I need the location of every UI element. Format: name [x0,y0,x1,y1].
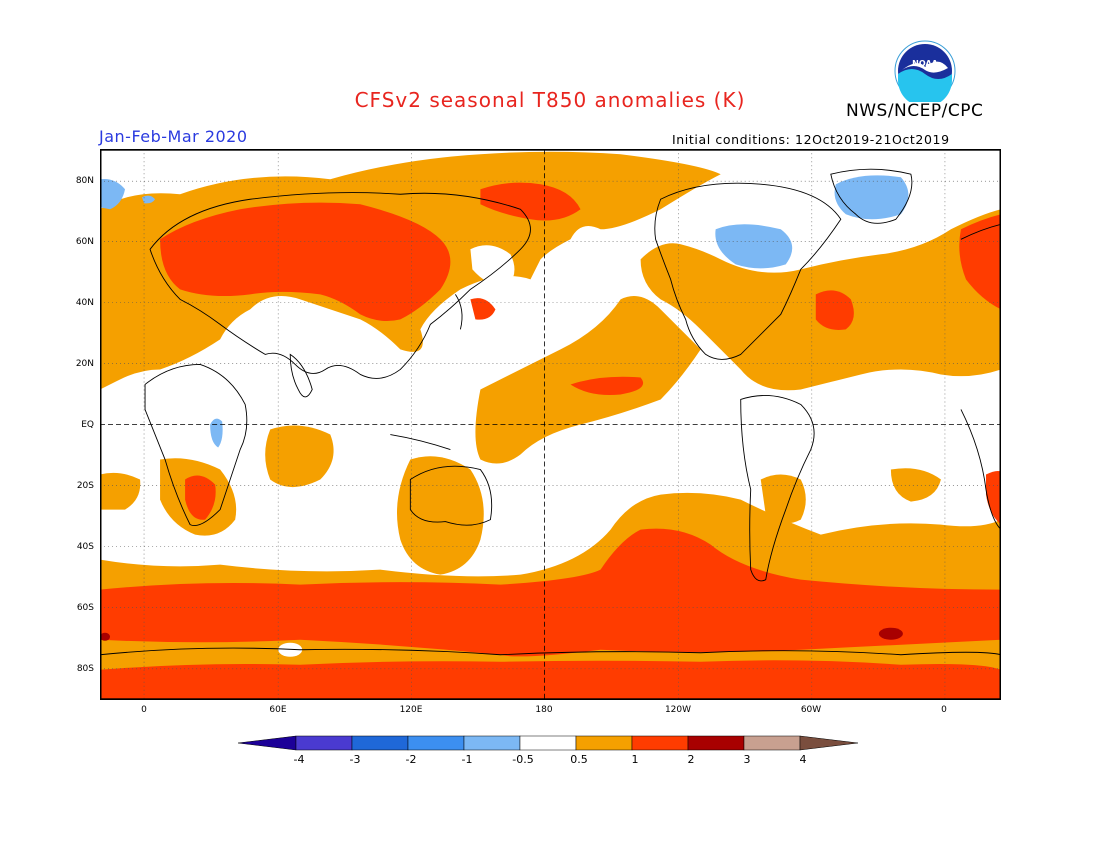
anomaly-map [100,149,1001,700]
lon-label-0-east: 0 [941,705,947,715]
lon-label-120w: 120W [664,705,692,715]
colorbar-cell [463,735,521,751]
colorbar-label: 4 [799,753,807,766]
lon-label-120e: 120E [399,705,423,715]
lat-label-20n: 20N [75,359,94,369]
lon-label-60e: 60E [269,705,287,715]
colorbar-cell [631,735,689,751]
colorbar-cell [295,735,353,751]
coastlines [100,168,1001,656]
lat-label-60n: 60N [75,237,94,247]
logo-text: NOAA [912,59,938,68]
agency-label: NWS/NCEP/CPC [846,101,984,121]
colorbar-cell [407,735,465,751]
colorbar-cell [743,735,801,751]
anomaly-negative-regions [100,175,909,448]
lon-label-0: 0 [141,705,147,715]
colorbar-min-arrow [238,735,297,751]
lat-label-eq: EQ [81,420,94,430]
colorbar-max-arrow [799,735,859,751]
colorbar-label: 0.5 [570,753,588,766]
lat-label-40s: 40S [76,542,94,552]
colorbar-label: -2 [405,753,417,766]
colorbar-label: -3 [349,753,361,766]
colorbar-cell [575,735,633,751]
lat-label-60s: 60S [76,603,94,613]
colorbar-label: 3 [743,753,751,766]
noaa-logo: NOAA [894,40,956,102]
map-title: CFSv2 seasonal T850 anomalies (K) [354,88,746,112]
lat-label-40n: 40N [75,298,94,308]
colorbar-cell [519,735,577,751]
lat-label-20s: 20S [76,481,94,491]
season-label: Jan-Feb-Mar 2020 [99,127,248,146]
colorbar-label: 1 [631,753,639,766]
colorbar-label: -1 [461,753,473,766]
colorbar-cell [351,735,409,751]
colorbar-label: -0.5 [512,753,534,766]
lon-label-180: 180 [535,705,553,715]
lon-label-60w: 60W [800,705,822,715]
lat-label-80n: 80N [75,176,94,186]
anomaly-1-2-regions [100,182,1001,700]
anomaly-2-3-regions [100,627,903,641]
initial-conditions-label: Initial conditions: 12Oct2019-21Oct2019 [672,132,950,147]
colorbar-label: -4 [293,753,305,766]
colorbar [238,735,859,751]
lat-label-80s: 80S [76,664,94,674]
colorbar-label: 2 [687,753,695,766]
colorbar-cell [687,735,745,751]
